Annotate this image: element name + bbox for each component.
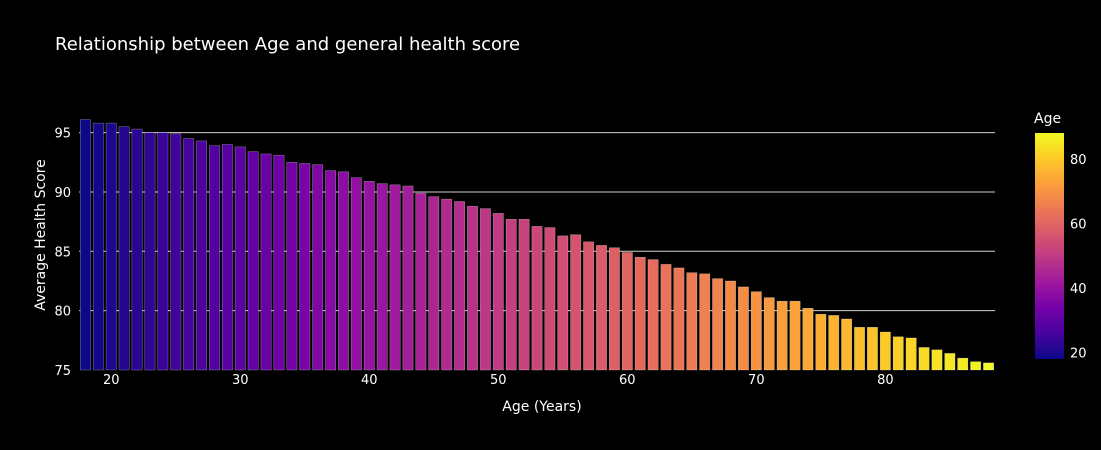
bar	[118, 126, 130, 371]
bar	[686, 272, 698, 371]
x-axis-title: Age (Years)	[502, 399, 581, 415]
bar	[531, 226, 543, 371]
y-axis-ticks: 75 80 85 90 95	[54, 127, 71, 379]
bar	[621, 252, 633, 371]
chart-title: Relationship between Age and general hea…	[55, 34, 520, 55]
bar	[170, 133, 182, 371]
colorbar-tick-label: 60	[1070, 217, 1087, 232]
bar	[92, 122, 104, 371]
bar	[763, 297, 775, 371]
bar	[338, 171, 349, 371]
x-tick-label: 20	[103, 373, 120, 388]
x-tick-label: 60	[619, 373, 636, 388]
bar	[492, 213, 504, 371]
bar	[183, 138, 195, 371]
bar	[312, 164, 324, 371]
bar	[647, 259, 659, 371]
colorbar-tick-label: 80	[1070, 153, 1087, 168]
bar	[389, 184, 401, 371]
bar	[673, 267, 685, 371]
bar	[105, 122, 117, 371]
bar	[841, 318, 853, 371]
bar	[712, 278, 724, 371]
bar	[905, 337, 917, 371]
bar	[557, 235, 569, 371]
bar	[957, 357, 969, 371]
colorbar	[1035, 133, 1064, 359]
bar	[983, 362, 994, 371]
bar	[479, 208, 491, 371]
bar	[738, 286, 749, 371]
bar	[699, 273, 711, 371]
bar	[867, 327, 878, 371]
colorbar-tick-label: 40	[1070, 282, 1087, 297]
bar	[828, 315, 840, 371]
x-tick-label: 70	[748, 373, 765, 388]
bar	[299, 163, 311, 371]
x-tick-label: 30	[232, 373, 249, 388]
bar	[157, 132, 169, 371]
bars	[80, 119, 994, 371]
bar	[634, 256, 646, 371]
bar	[596, 245, 607, 371]
bar	[608, 247, 620, 371]
bar	[789, 300, 801, 371]
bar	[131, 128, 143, 371]
y-tick-label: 90	[54, 186, 71, 201]
y-tick-label: 95	[54, 127, 71, 142]
colorbar-tick-label: 20	[1070, 347, 1087, 362]
bar	[441, 198, 453, 371]
x-tick-label: 50	[490, 373, 507, 388]
bar	[918, 347, 930, 371]
bar	[931, 349, 943, 371]
bar	[583, 241, 595, 371]
bar	[376, 183, 388, 371]
x-tick-label: 80	[877, 373, 894, 388]
bar	[234, 146, 246, 371]
bar	[221, 144, 233, 371]
bar	[854, 327, 865, 371]
bar	[325, 170, 336, 371]
bar	[750, 291, 762, 371]
bar	[428, 196, 440, 371]
bar	[350, 177, 362, 371]
bar	[273, 154, 285, 371]
bar	[879, 331, 891, 371]
bar	[144, 132, 156, 371]
bar	[892, 336, 904, 371]
y-axis-title: Average Health Score	[33, 159, 49, 311]
bar	[776, 300, 788, 371]
bar	[209, 145, 220, 371]
bar	[544, 227, 556, 371]
bar	[570, 234, 582, 371]
bar	[363, 181, 375, 371]
bar	[518, 219, 530, 371]
colorbar-title: Age	[1034, 111, 1061, 127]
x-tick-label: 40	[361, 373, 378, 388]
bar	[815, 313, 827, 371]
bar	[970, 361, 982, 371]
bar	[454, 201, 466, 371]
bar	[247, 151, 259, 371]
y-tick-label: 80	[54, 305, 71, 320]
bar	[802, 308, 814, 371]
colorbar-ticks: 20 40 60 80	[1070, 153, 1087, 362]
bar	[286, 162, 298, 371]
y-tick-label: 75	[54, 364, 71, 379]
bar	[402, 185, 414, 371]
x-axis-ticks: 20 30 40 50 60 70 80	[103, 373, 894, 388]
bar	[944, 353, 956, 371]
bar	[505, 219, 517, 371]
y-tick-label: 85	[54, 245, 71, 260]
bar	[467, 205, 478, 371]
bar	[415, 192, 427, 371]
bar	[80, 119, 91, 371]
bar	[260, 153, 272, 371]
bar	[725, 280, 736, 371]
bar	[660, 264, 672, 371]
bar	[196, 140, 207, 371]
